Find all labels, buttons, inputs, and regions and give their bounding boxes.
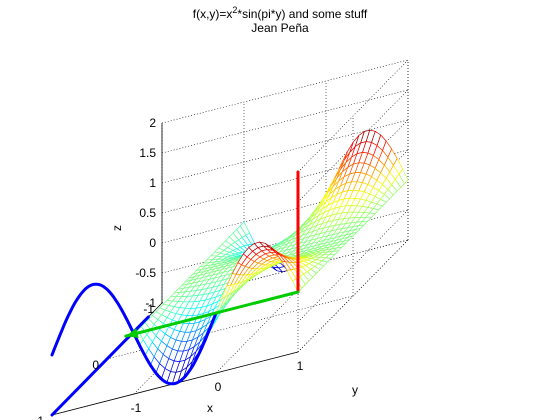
- surface-layer: [133, 129, 409, 385]
- chart-subtitle: Jean Peña: [251, 21, 309, 35]
- series-line: [124, 290, 300, 338]
- z-tick-label: -0.5: [135, 266, 156, 280]
- x-axis-label: x: [207, 401, 213, 415]
- z-tick-label: 1: [149, 176, 156, 190]
- x-tick-label: 0: [92, 358, 99, 372]
- grid-line: [161, 89, 409, 154]
- z-tick-label: 0: [149, 236, 156, 250]
- x-tick-label: -1: [143, 302, 154, 316]
- z-tick-label: -1: [145, 296, 156, 310]
- x-tick-label: 1: [37, 414, 44, 420]
- z-tick-label: 2: [149, 116, 156, 130]
- chart-title-post: *sin(pi*y) and some stuff: [237, 7, 368, 21]
- grid-line: [297, 59, 409, 173]
- z-axis-label: z: [110, 225, 124, 231]
- arrow-head: [125, 328, 139, 338]
- chart-title: f(x,y)=x2*sin(pi*y) and some stuff: [0, 5, 560, 21]
- grid-line: [215, 260, 327, 374]
- grid-line: [161, 59, 409, 124]
- y-axis-label: y: [352, 383, 358, 397]
- lines-layer: [50, 170, 300, 417]
- z-tick-label: 0.5: [139, 206, 156, 220]
- z-tick-label: 1.5: [139, 146, 156, 160]
- chart-title-sup: 2: [232, 5, 238, 15]
- y-tick-label: 0: [215, 380, 222, 394]
- y-tick-label: -1: [131, 401, 142, 415]
- grid-line: [297, 239, 409, 353]
- grid-line: [161, 179, 409, 244]
- y-tick-label: 1: [297, 359, 304, 373]
- grid-line: [161, 119, 409, 184]
- chart-title-pre: f(x,y)=x: [192, 7, 233, 21]
- grid-line: [161, 149, 409, 214]
